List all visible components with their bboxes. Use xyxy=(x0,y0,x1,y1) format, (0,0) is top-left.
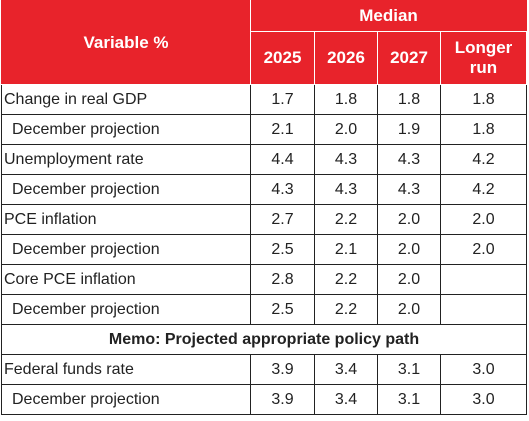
value-cell: 4.3 xyxy=(377,144,441,175)
table-header: Variable % Median 2025 2026 2027 Longer run xyxy=(1,0,527,85)
row-label: December projection xyxy=(1,234,251,265)
value-cell: 2.0 xyxy=(377,264,441,295)
table-body: Change in real GDP 1.7 1.8 1.8 1.8 December p… xyxy=(1,84,527,415)
row-label: Change in real GDP xyxy=(1,84,251,115)
value-cell: 4.3 xyxy=(377,174,441,205)
value-cell: 2.0 xyxy=(377,204,441,235)
value-cell: 2.0 xyxy=(377,234,441,265)
memo-label: Memo: Projected appropriate policy path xyxy=(1,324,527,355)
column-header: 2027 xyxy=(377,31,441,85)
column-header: 2026 xyxy=(314,31,378,85)
column-header: Longer run xyxy=(440,31,527,85)
variable-header: Variable % xyxy=(1,0,251,85)
value-cell: 1.9 xyxy=(377,114,441,145)
value-cell: 2.8 xyxy=(250,264,315,295)
header-row: 2025 2026 2027 Longer run xyxy=(2,31,527,85)
value-cell: 2.0 xyxy=(314,114,378,145)
value-cell xyxy=(440,264,527,295)
row-label: PCE inflation xyxy=(1,204,251,235)
row-label: December projection xyxy=(1,294,251,325)
column-header: 2025 xyxy=(250,31,315,85)
table-row: PCE inflation 2.7 2.2 2.0 2.0 xyxy=(1,204,527,235)
value-cell: 1.8 xyxy=(440,114,527,145)
value-cell: 2.2 xyxy=(314,264,378,295)
value-cell: 3.4 xyxy=(314,354,378,385)
value-cell: 4.2 xyxy=(440,144,527,175)
table-row: December projection 2.1 2.0 1.9 1.8 xyxy=(1,114,527,145)
value-cell: 4.3 xyxy=(250,174,315,205)
value-cell: 2.2 xyxy=(314,204,378,235)
table-row: Core PCE inflation 2.8 2.2 2.0 xyxy=(1,264,527,295)
table-row: December projection 2.5 2.2 2.0 xyxy=(1,294,527,325)
value-cell: 3.0 xyxy=(440,354,527,385)
row-label: Core PCE inflation xyxy=(1,264,251,295)
table-row: Unemployment rate 4.4 4.3 4.3 4.2 xyxy=(1,144,527,175)
value-cell: 4.3 xyxy=(314,174,378,205)
value-cell: 2.1 xyxy=(314,234,378,265)
row-label: December projection xyxy=(1,384,251,415)
value-cell: 3.9 xyxy=(250,384,315,415)
header-row: Variable % Median xyxy=(1,0,527,85)
value-cell: 3.0 xyxy=(440,384,527,415)
table-row: December projection 2.5 2.1 2.0 2.0 xyxy=(1,234,527,265)
row-label: Unemployment rate xyxy=(1,144,251,175)
value-cell: 1.8 xyxy=(314,84,378,115)
value-cell: 2.0 xyxy=(440,204,527,235)
row-label: December projection xyxy=(1,114,251,145)
value-cell: 4.4 xyxy=(250,144,315,175)
value-cell: 4.2 xyxy=(440,174,527,205)
median-header: Median xyxy=(250,0,527,32)
value-cell: 3.1 xyxy=(377,354,441,385)
value-cell: 1.8 xyxy=(440,84,527,115)
value-cell: 3.9 xyxy=(250,354,315,385)
value-cell: 2.0 xyxy=(377,294,441,325)
memo-row: Memo: Projected appropriate policy path xyxy=(1,324,527,355)
value-cell: 1.7 xyxy=(250,84,315,115)
value-cell: 3.1 xyxy=(377,384,441,415)
value-cell: 2.1 xyxy=(250,114,315,145)
value-cell: 1.8 xyxy=(377,84,441,115)
value-cell: 2.7 xyxy=(250,204,315,235)
table-row: December projection 4.3 4.3 4.3 4.2 xyxy=(1,174,527,205)
value-cell: 2.5 xyxy=(250,294,315,325)
value-cell xyxy=(440,294,527,325)
value-cell: 3.4 xyxy=(314,384,378,415)
value-cell: 4.3 xyxy=(314,144,378,175)
row-label: December projection xyxy=(1,174,251,205)
row-label: Federal funds rate xyxy=(1,354,251,385)
value-cell: 2.5 xyxy=(250,234,315,265)
table-row: Federal funds rate 3.9 3.4 3.1 3.0 xyxy=(1,354,527,385)
value-cell: 2.0 xyxy=(440,234,527,265)
table-row: Change in real GDP 1.7 1.8 1.8 1.8 xyxy=(1,84,527,115)
table-row: December projection 3.9 3.4 3.1 3.0 xyxy=(1,384,527,415)
value-cell: 2.2 xyxy=(314,294,378,325)
